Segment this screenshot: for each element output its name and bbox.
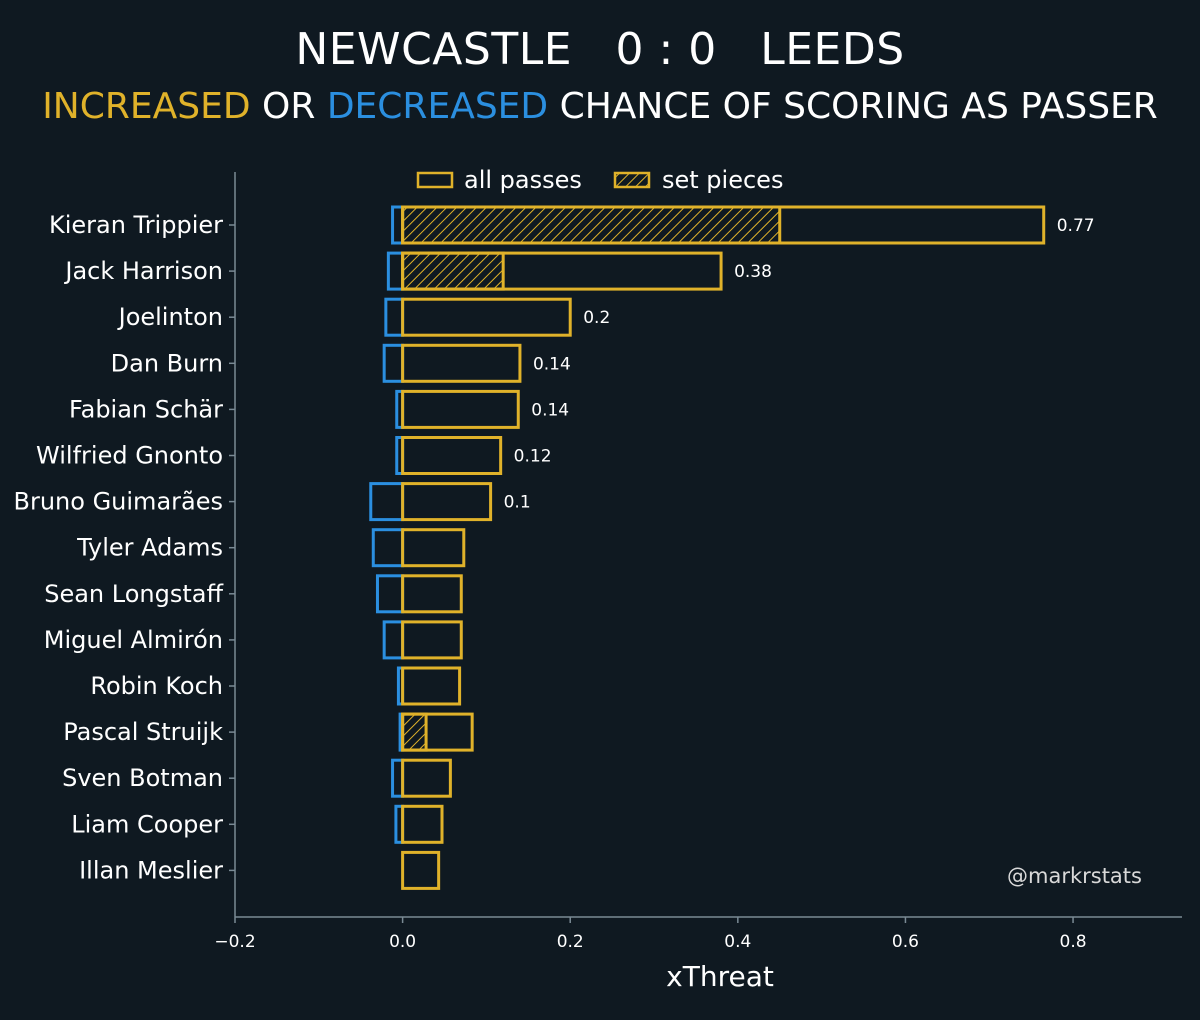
- all-passes-bar: [401, 343, 522, 383]
- all-passes-bar: [401, 666, 462, 706]
- player-label: Joelinton: [117, 303, 223, 331]
- decreased-bar: [386, 251, 405, 291]
- bars: 0.77 0.38 0.2 0.14 0.14 0.12 0.1: [369, 205, 1095, 890]
- x-tick-label: 0.8: [1060, 932, 1087, 952]
- decreased-bar: [382, 343, 405, 383]
- x-tick-label: 0.0: [389, 932, 416, 952]
- legend: all passes set pieces: [416, 166, 783, 194]
- set-pieces-bar: [401, 251, 505, 291]
- player-label: Illan Meslier: [79, 856, 223, 884]
- player-label: Dan Burn: [111, 349, 223, 377]
- player-label: Tyler Adams: [76, 534, 223, 562]
- value-label: 0.12: [514, 447, 552, 467]
- value-label: 0.14: [533, 354, 571, 374]
- player-label: Pascal Struijk: [63, 718, 223, 746]
- all-passes-bar: [401, 389, 520, 429]
- player-label: Jack Harrison: [63, 257, 223, 285]
- decreased-bar: [369, 482, 405, 522]
- value-label: 0.38: [734, 262, 772, 282]
- all-passes-bar: [401, 251, 723, 291]
- legend-label-set-pieces: set pieces: [662, 166, 783, 194]
- x-tick-label: 0.6: [892, 932, 919, 952]
- legend-label-all-passes: all passes: [464, 166, 582, 194]
- set-pieces-bar: [401, 712, 428, 752]
- player-label: Miguel Almirón: [44, 626, 223, 654]
- player-label: Bruno Guimarães: [14, 488, 223, 516]
- player-label: Sean Longstaff: [44, 580, 223, 608]
- x-tick-label: 0.2: [557, 932, 584, 952]
- decreased-bar: [384, 297, 405, 337]
- all-passes-bar: [401, 528, 466, 568]
- watermark: @markrstats: [1007, 864, 1142, 888]
- all-passes-bar: [401, 297, 572, 337]
- player-label: Wilfried Gnonto: [36, 442, 223, 470]
- decreased-bar: [391, 205, 405, 245]
- player-label: Kieran Trippier: [49, 211, 223, 239]
- value-label: 0.1: [504, 493, 531, 513]
- all-passes-bar: [401, 804, 444, 844]
- x-axis-label: xThreat: [666, 960, 774, 993]
- all-passes-bar: [401, 482, 493, 522]
- decreased-bar: [382, 620, 405, 660]
- all-passes-bar: [401, 712, 474, 752]
- all-passes-bar: [401, 850, 441, 890]
- x-tick-label: 0.4: [724, 932, 751, 952]
- value-label: 0.14: [531, 400, 569, 420]
- axes: Kieran Trippier Jack Harrison Joelinton Dan…: [14, 172, 1182, 952]
- player-label: Robin Koch: [90, 672, 223, 700]
- player-label: Liam Cooper: [71, 810, 223, 838]
- value-label: 0.2: [583, 308, 610, 328]
- x-tick-label: −0.2: [214, 932, 255, 952]
- decreased-bar: [391, 758, 405, 798]
- subtitle-or: OR: [250, 86, 327, 127]
- decreased-bar: [375, 574, 405, 614]
- subtitle-increased: INCREASED: [42, 86, 251, 127]
- set-pieces-bar: [401, 205, 782, 245]
- legend-swatch-all-passes: [416, 171, 454, 189]
- subtitle-decreased: DECREASED: [326, 86, 549, 127]
- chart-title: NEWCASTLE 0 : 0 LEEDS: [295, 24, 905, 75]
- all-passes-bar: [401, 620, 463, 660]
- all-passes-bar: [401, 436, 503, 475]
- value-label: 0.77: [1057, 216, 1095, 236]
- all-passes-bar: [401, 574, 463, 614]
- player-label: Fabian Schär: [69, 395, 223, 423]
- chart-subtitle: INCREASED OR DECREASED CHANCE OF SCORING…: [0, 86, 1200, 127]
- all-passes-bar: [401, 758, 452, 798]
- legend-swatch-set-pieces: [613, 171, 651, 189]
- decreased-bar: [371, 528, 405, 568]
- player-label: Sven Botman: [62, 764, 223, 792]
- all-passes-bar: [401, 205, 1046, 245]
- subtitle-rest: CHANCE OF SCORING AS PASSER: [548, 86, 1158, 127]
